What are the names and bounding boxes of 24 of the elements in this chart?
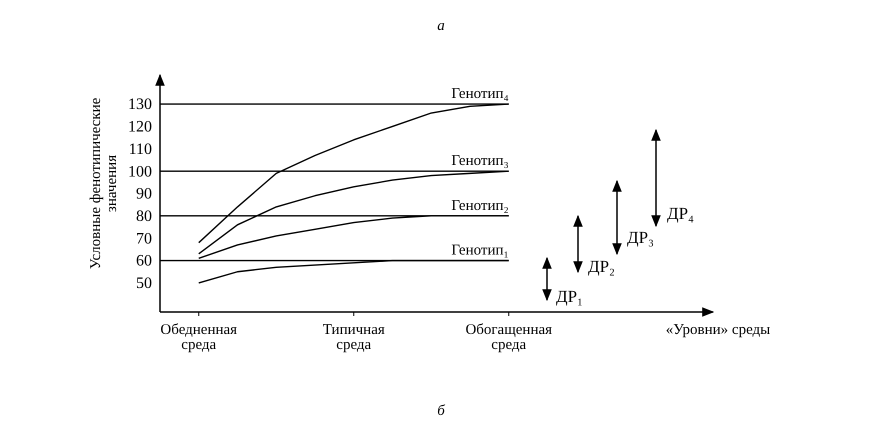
y-tick-label: 130 [128, 96, 152, 114]
text: ДР₁ [556, 287, 583, 306]
y-tick-label: 50 [136, 275, 152, 292]
y-axis-title: Условные фенотипические значения [88, 97, 120, 270]
y-tick-label: 100 [128, 163, 152, 180]
y-tick-label: 120 [128, 118, 152, 136]
x-tick-label: Обедненная среда [160, 322, 238, 353]
chart-title: а [437, 18, 445, 34]
text: ДР₂ [588, 257, 615, 276]
series-label: Генотип₂ [451, 198, 509, 214]
series-label: Генотип₄ [451, 86, 509, 102]
y-tick-label: 70 [136, 230, 152, 248]
text: ДР₄ [667, 204, 694, 223]
y-tick-label: 90 [136, 186, 152, 203]
x-tick-label: Типичная среда [322, 322, 385, 353]
text: «Уровни» среды [666, 322, 770, 338]
y-tick-label: 80 [136, 208, 152, 225]
series-label: Генотип₁ [451, 242, 509, 259]
text: ДР₃ [627, 228, 654, 247]
y-tick-label: 60 [136, 252, 152, 270]
series-label: Генотип₃ [451, 153, 509, 170]
text: б [437, 403, 446, 419]
x-tick-label: Обогащенная среда [465, 322, 552, 353]
y-tick-label: 110 [128, 140, 152, 158]
